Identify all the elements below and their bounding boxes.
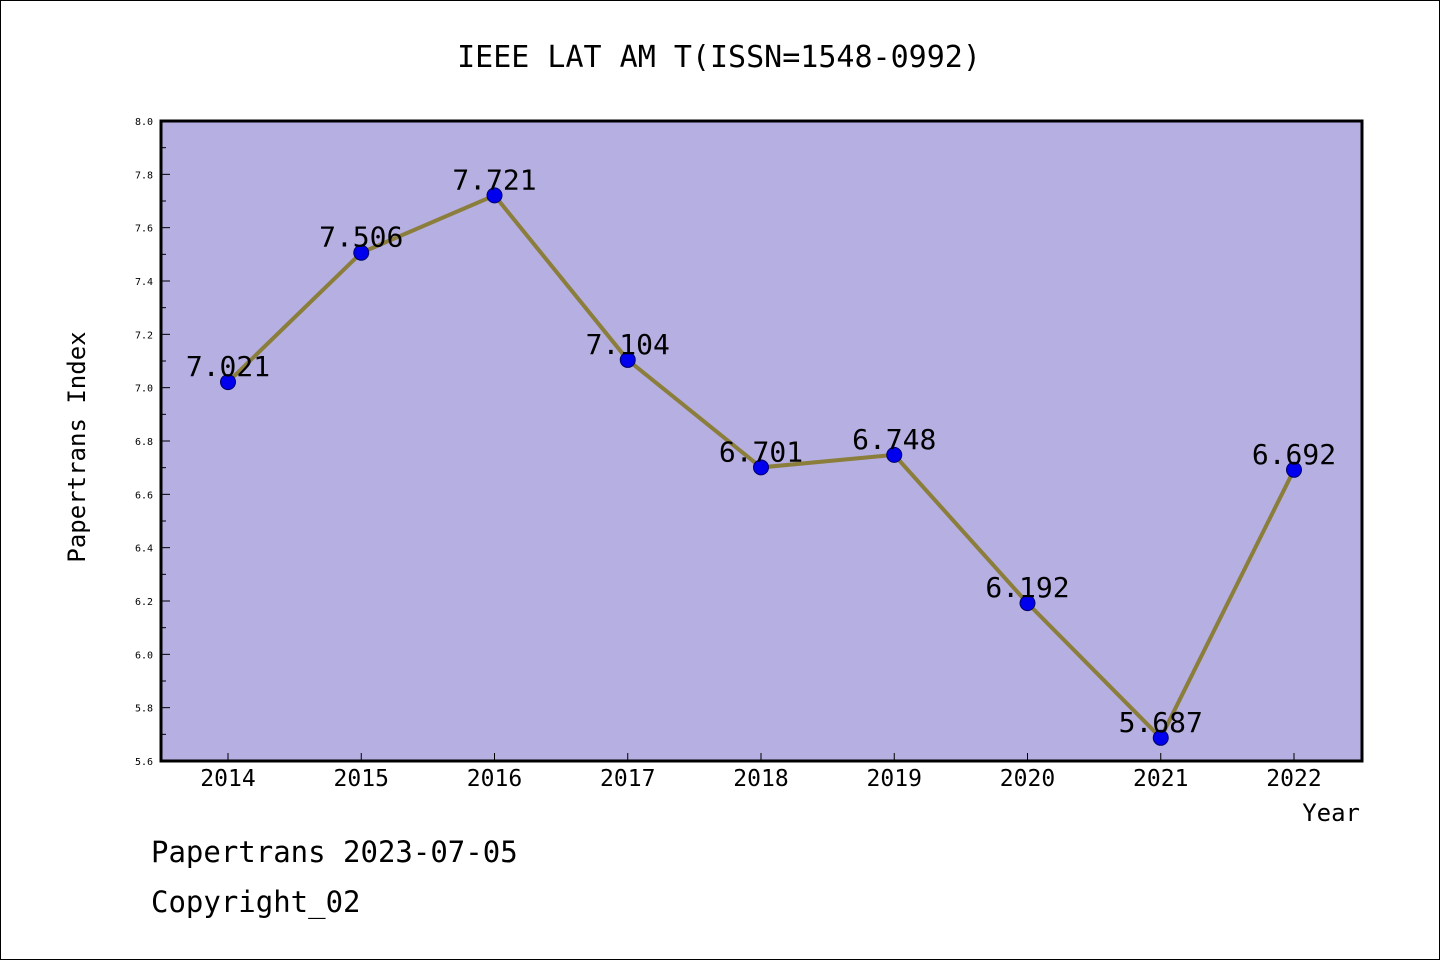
data-label: 7.721 [452, 163, 536, 196]
data-point [220, 374, 236, 391]
y-tick-label: 7.4 [135, 277, 153, 288]
y-tick-label: 6.0 [135, 650, 153, 661]
y-tick-label: 7.2 [135, 330, 153, 341]
data-label: 6.701 [719, 435, 803, 468]
data-label: 6.192 [985, 571, 1069, 604]
x-axis-label: Year [1302, 799, 1360, 827]
footer-date: Papertrans 2023-07-05 [151, 835, 518, 869]
y-tick-label: 5.6 [135, 757, 153, 768]
y-tick-label: 7.6 [135, 224, 153, 235]
x-tick-label: 2021 [1133, 766, 1188, 792]
plot-background [161, 121, 1362, 761]
y-tick-label: 8.0 [135, 117, 153, 128]
x-tick-label: 2022 [1266, 766, 1321, 792]
data-label: 7.021 [186, 350, 270, 383]
data-point [619, 351, 636, 368]
data-label: 5.687 [1119, 706, 1203, 739]
chart-title: IEEE LAT AM T(ISSN=1548-0992) [457, 40, 981, 75]
x-tick-label: 2015 [334, 766, 389, 792]
x-tick-label: 2017 [600, 766, 655, 792]
y-tick-label: 6.2 [135, 597, 153, 608]
y-tick-label: 6.6 [135, 490, 153, 501]
x-tick-label: 2014 [200, 766, 255, 792]
plot-frame [159, 119, 1364, 763]
data-label: 7.506 [319, 221, 403, 254]
data-label: 7.104 [586, 328, 670, 361]
y-axis-label: Papertrans Index [63, 331, 91, 562]
data-point [1286, 461, 1302, 478]
data-point [353, 244, 370, 261]
y-tick-label: 6.8 [135, 437, 153, 448]
data-point [486, 187, 503, 204]
data-point [753, 459, 769, 476]
data-point [1152, 729, 1169, 746]
x-tick-label: 2016 [467, 766, 522, 792]
data-label: 6.748 [852, 423, 936, 456]
data-label: 6.692 [1252, 438, 1336, 471]
plot-area: 5.6 5.8 6.0 6.2 6.4 6.6 6.8 7.0 7.2 7.4 7.6 7.8 8.0 2… [135, 117, 1364, 792]
y-tick-label: 7.8 [135, 170, 153, 181]
x-tick-label: 2019 [867, 766, 922, 792]
y-tick-label: 7.0 [135, 384, 153, 395]
footer-copyright: Copyright_02 [151, 885, 361, 919]
y-tick-label: 5.8 [135, 704, 153, 715]
x-tick-label: 2020 [1000, 766, 1055, 792]
y-tick-label: 6.4 [135, 544, 153, 555]
data-point [1019, 595, 1036, 612]
x-tick-label: 2018 [733, 766, 788, 792]
data-point [886, 446, 903, 463]
